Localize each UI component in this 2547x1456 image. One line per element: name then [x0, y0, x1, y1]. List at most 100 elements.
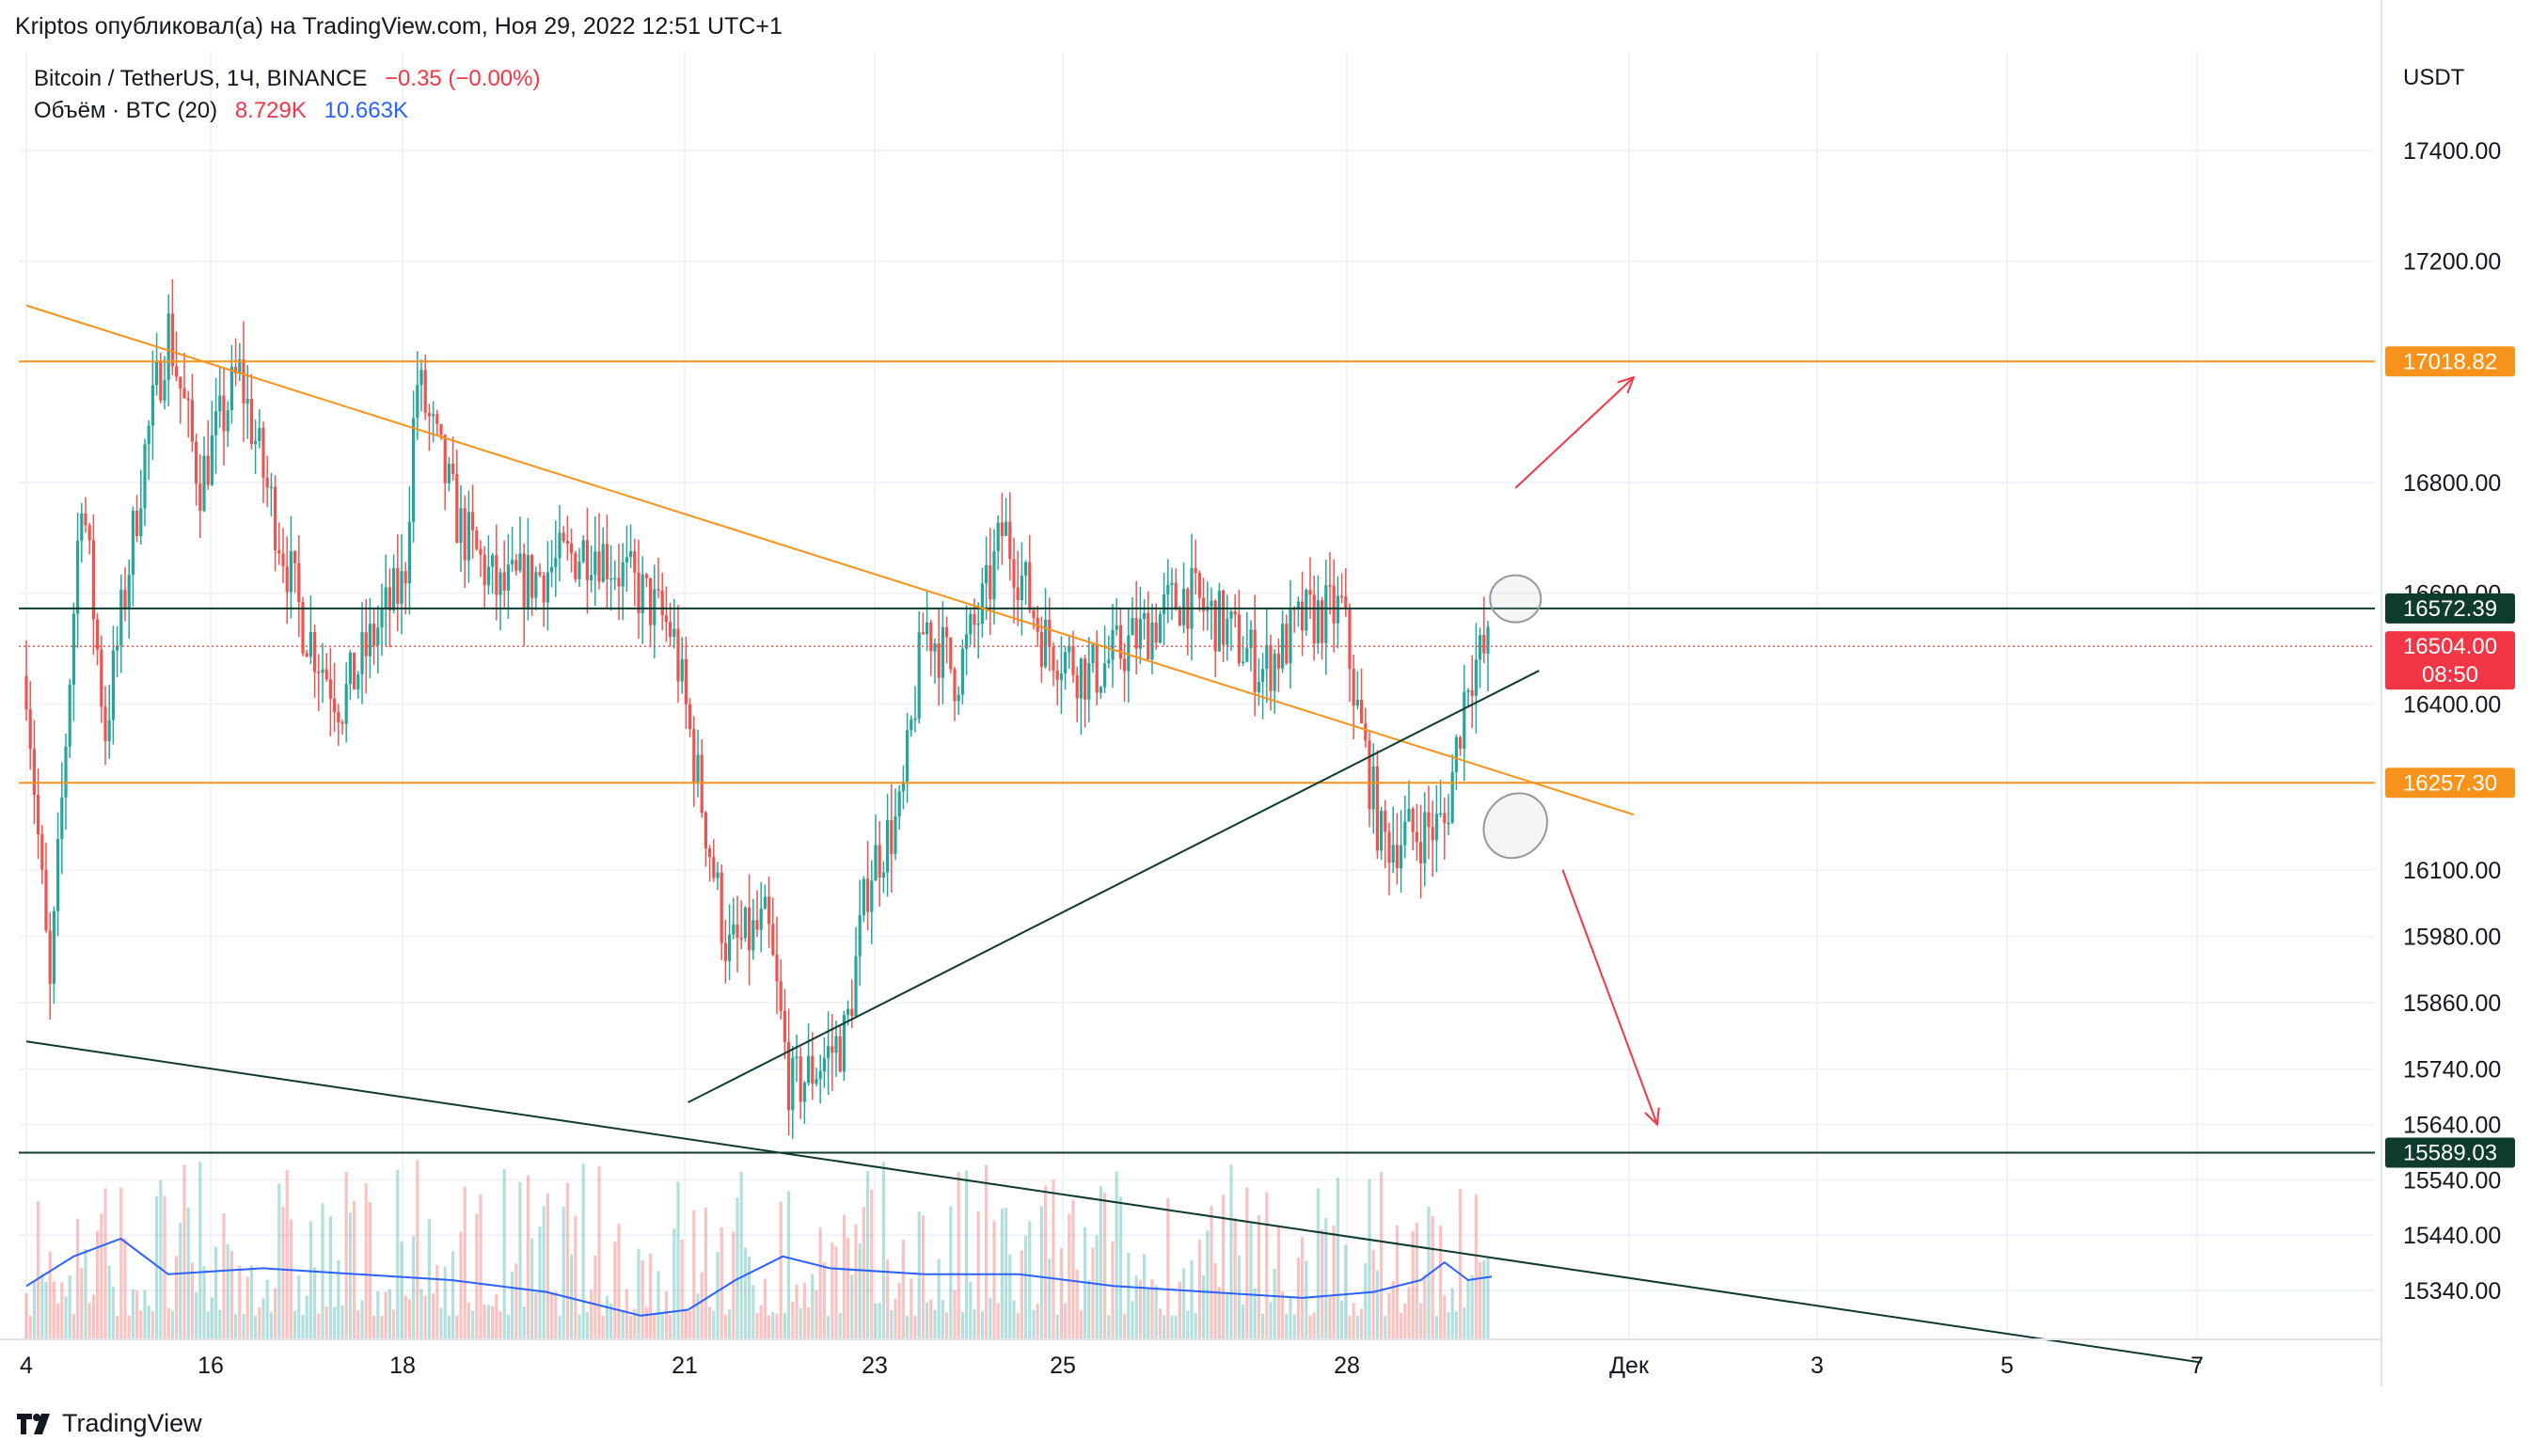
- volume-bar: [1434, 1315, 1438, 1339]
- candle-body: [577, 561, 581, 579]
- volume-bar: [1281, 1290, 1285, 1339]
- candle-body: [716, 872, 720, 878]
- candle-body: [1079, 658, 1083, 699]
- currency-label: USDT: [2403, 65, 2465, 90]
- arrow-up-head: [1617, 375, 1636, 394]
- candle-body: [1182, 588, 1186, 625]
- volume-bar: [372, 1315, 376, 1339]
- candle-body: [672, 628, 676, 638]
- volume-bar: [123, 1239, 127, 1339]
- candle-body: [265, 477, 269, 488]
- candle-body: [289, 551, 293, 593]
- candle-body: [1296, 601, 1300, 609]
- volume-bar: [815, 1290, 818, 1339]
- volume-bar: [1118, 1196, 1122, 1339]
- candle-body: [644, 574, 648, 578]
- tradingview-footer[interactable]: TradingView: [15, 1409, 202, 1438]
- candle-body: [1229, 611, 1233, 619]
- volume-bar: [723, 1314, 727, 1339]
- volume-bar: [629, 1315, 633, 1339]
- candle-body: [831, 1046, 834, 1053]
- candle-body: [1068, 645, 1071, 653]
- drawings[interactable]: [19, 304, 2375, 1364]
- candle-body: [989, 564, 992, 600]
- y-tick-label: 16400.00: [2403, 691, 2501, 718]
- symbol-name[interactable]: Bitcoin / TetherUS, 1Ч, BINANCE: [34, 66, 368, 91]
- volume-bar: [1127, 1253, 1131, 1339]
- candle-body: [1470, 689, 1474, 696]
- volume-bar: [301, 1315, 305, 1339]
- candle-body: [467, 512, 470, 561]
- volume-bar: [455, 1315, 459, 1339]
- volume-bar: [511, 1272, 514, 1339]
- volume-bar: [1447, 1312, 1450, 1339]
- volume-bar: [957, 1171, 960, 1339]
- volume-bar: [1024, 1235, 1028, 1339]
- volume-bar: [831, 1242, 834, 1339]
- candle-body: [64, 746, 68, 798]
- volume-bar: [680, 1239, 684, 1339]
- volume-bar: [1079, 1310, 1083, 1339]
- candle-body: [751, 920, 755, 951]
- symbol-legend[interactable]: Bitcoin / TetherUS, 1Ч, BINANCE −0.35 (−…: [34, 66, 540, 92]
- candle-body: [100, 649, 103, 707]
- candle-body: [1008, 521, 1012, 560]
- candle-body: [858, 914, 862, 957]
- candle-body: [558, 532, 562, 559]
- candle-body: [1099, 687, 1102, 693]
- volume-bar: [234, 1314, 238, 1339]
- volume-bar: [471, 1310, 475, 1339]
- y-tick-label: 17400.00: [2403, 138, 2501, 165]
- volume-bar: [1206, 1230, 1210, 1339]
- volume-bar: [890, 1310, 894, 1339]
- volume-value: 8.729K: [234, 98, 307, 123]
- volume-bar: [1075, 1269, 1079, 1339]
- volume-bar: [641, 1259, 644, 1339]
- volume-bar: [52, 1281, 55, 1339]
- candle-body: [514, 560, 518, 571]
- candle-body: [763, 896, 767, 910]
- candle-body: [838, 1036, 842, 1072]
- volume-label[interactable]: Объём · BTC (20): [34, 98, 218, 123]
- descending-resistance-trendline: [25, 304, 1635, 815]
- volume-bar: [609, 1303, 613, 1339]
- volume-bar: [1403, 1304, 1407, 1339]
- volume-bar: [486, 1305, 490, 1339]
- candle-body: [455, 473, 459, 544]
- candle-body: [163, 379, 166, 401]
- volume-bar: [135, 1290, 139, 1339]
- candle-body: [1400, 845, 1403, 869]
- candle-body: [353, 652, 356, 689]
- candle-body: [68, 684, 71, 747]
- candle-body: [1431, 827, 1434, 841]
- volume-bar: [570, 1254, 574, 1339]
- y-tick-label: 16100.00: [2403, 858, 2501, 884]
- candle-body: [56, 838, 60, 911]
- volume-bar: [1312, 1312, 1316, 1339]
- volume-legend[interactable]: Объём · BTC (20) 8.729K 10.663K: [34, 98, 408, 124]
- volume-bar: [1134, 1275, 1138, 1339]
- volume-bar: [1226, 1293, 1229, 1339]
- volume-bar: [107, 1265, 111, 1339]
- volume-bar: [1419, 1303, 1423, 1339]
- volume-bar: [1115, 1171, 1118, 1339]
- volume-bar: [305, 1295, 308, 1339]
- volume-bar: [1321, 1229, 1324, 1339]
- candle-body: [641, 574, 644, 613]
- volume-bar: [791, 1301, 795, 1339]
- volume-bar: [720, 1227, 723, 1339]
- candle-body: [1166, 584, 1170, 595]
- volume-bar: [195, 1291, 198, 1339]
- candle-body: [261, 428, 265, 478]
- candle-body: [870, 880, 874, 912]
- candle-body: [1103, 663, 1107, 688]
- volume-bar: [522, 1306, 526, 1339]
- volume-bar: [1016, 1312, 1020, 1339]
- candle-body: [1249, 629, 1253, 649]
- candle-body: [1316, 600, 1320, 643]
- volume-bar: [435, 1265, 439, 1339]
- volume-bar: [412, 1236, 416, 1339]
- volume-bar: [91, 1294, 95, 1339]
- volume-bar: [554, 1291, 558, 1339]
